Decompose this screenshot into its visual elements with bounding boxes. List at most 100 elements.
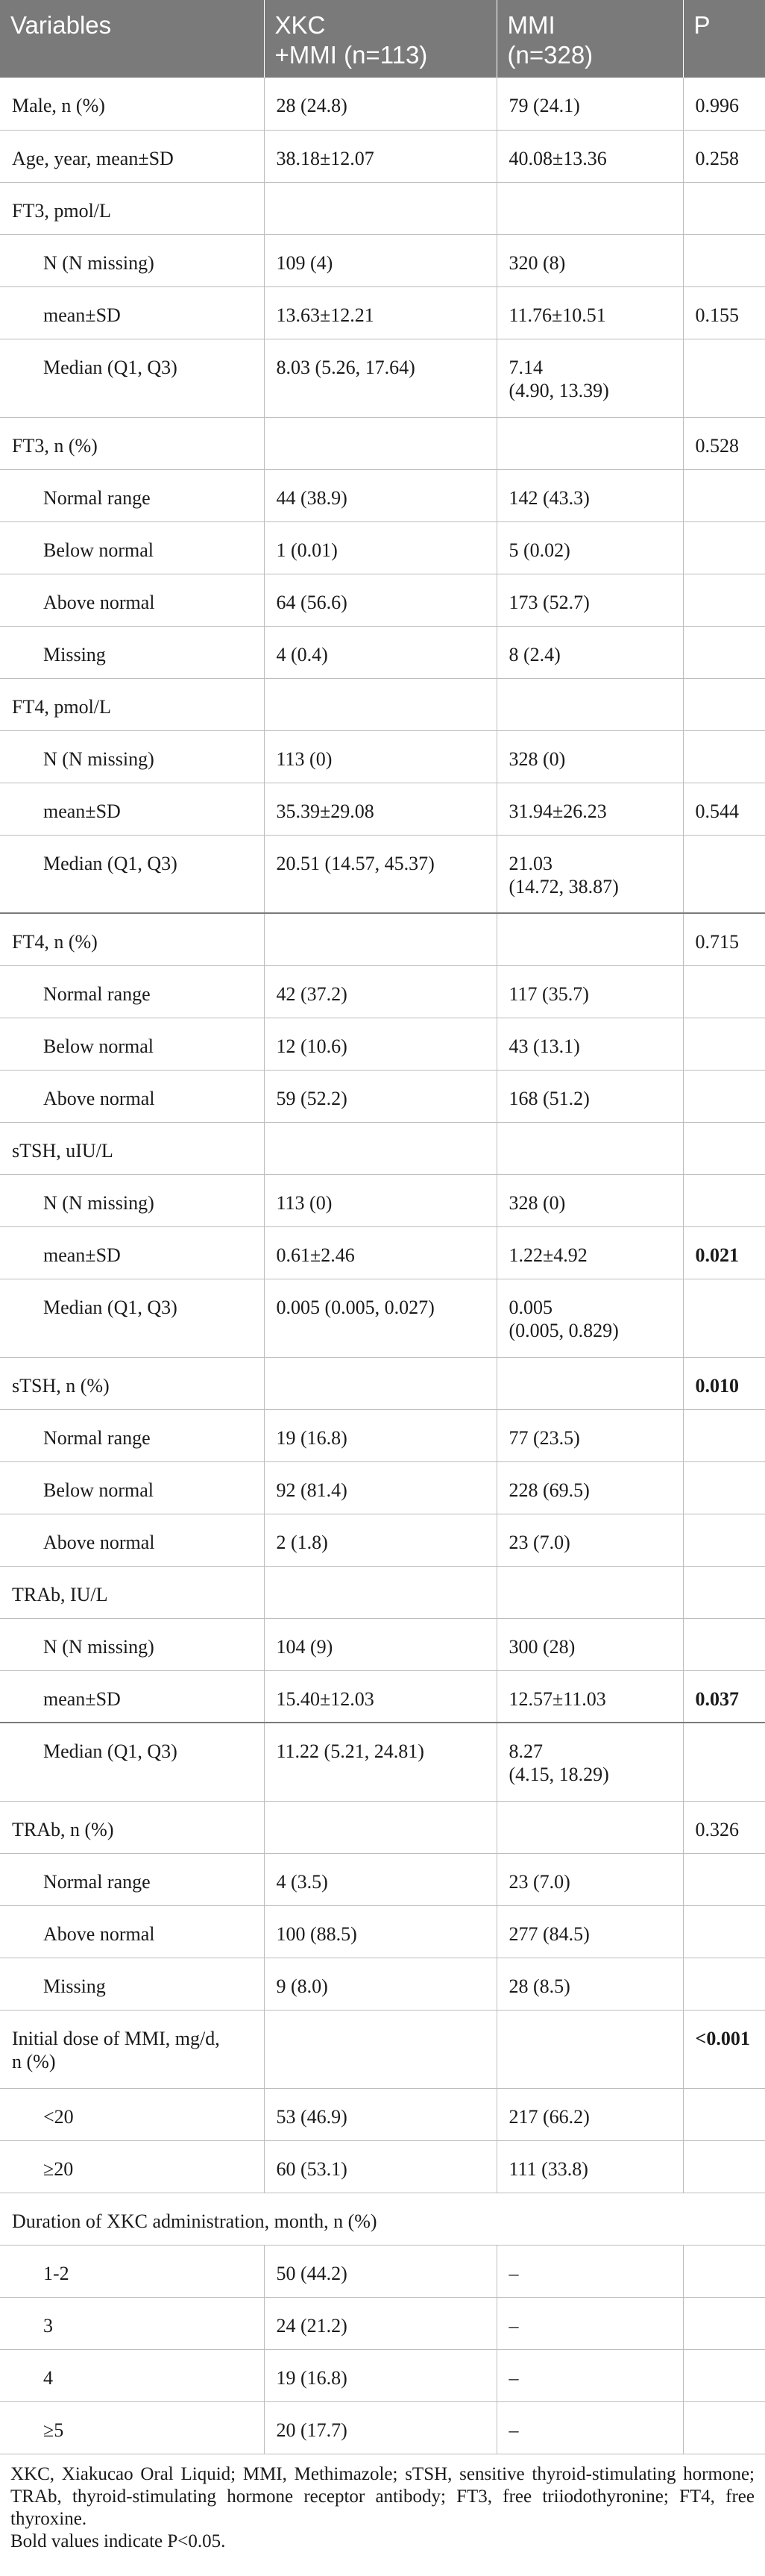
- table-row: Above normal 59 (52.2) 168 (51.2): [0, 1070, 765, 1123]
- abbreviations-note: XKC, Xiakucao Oral Liquid; MMI, Methimaz…: [10, 2463, 755, 2529]
- mmi-cell: 23 (7.0): [497, 1853, 684, 1906]
- p-value-cell: [683, 521, 765, 574]
- p-value-cell: [683, 2088, 765, 2141]
- mmi-cell: 111 (33.8): [497, 2140, 684, 2193]
- variable-cell: TRAb, n (%): [0, 1801, 265, 1854]
- xkc-mmi-cell: 53 (46.9): [264, 2088, 497, 2141]
- mmi-cell: 228 (69.5): [497, 1461, 684, 1514]
- variable-cell: N (N missing): [0, 730, 265, 783]
- p-value-cell: 0.715: [683, 913, 765, 966]
- p-value-cell: [683, 1723, 765, 1802]
- table-row: N (N missing) 109 (4) 320 (8): [0, 234, 765, 287]
- variable-cell: Above normal: [0, 1514, 265, 1567]
- xkc-mmi-cell: 1 (0.01): [264, 521, 497, 574]
- table-row: Above normal 2 (1.8) 23 (7.0): [0, 1514, 765, 1567]
- variable-cell: N (N missing): [0, 1174, 265, 1227]
- p-value-cell: [683, 1618, 765, 1671]
- p-value-cell: [683, 339, 765, 418]
- table-row: mean±SD 13.63±12.21 11.76±10.51 0.155: [0, 286, 765, 339]
- table-row: <20 53 (46.9) 217 (66.2): [0, 2088, 765, 2141]
- xkc-mmi-cell: [264, 1357, 497, 1410]
- table-row: FT4, n (%) 0.715: [0, 913, 765, 966]
- variable-cell: Normal range: [0, 469, 265, 522]
- variable-cell: Male, n (%): [0, 78, 265, 131]
- table-row: Above normal 100 (88.5) 277 (84.5): [0, 1905, 765, 1958]
- p-value-cell: 0.996: [683, 78, 765, 131]
- mmi-cell: 0.005 (0.005, 0.829): [497, 1279, 684, 1358]
- p-value-cell: [683, 234, 765, 287]
- table-row: Duration of XKC administration, month, n…: [0, 2193, 765, 2246]
- variable-cell: Normal range: [0, 1853, 265, 1906]
- table-row: 3 24 (21.2) –: [0, 2297, 765, 2350]
- p-value-cell: [683, 2297, 765, 2350]
- variable-cell: FT3, n (%): [0, 417, 265, 470]
- xkc-mmi-cell: [264, 417, 497, 470]
- p-value-cell: [683, 1174, 765, 1227]
- table-row: mean±SD 15.40±12.03 12.57±11.03 0.037: [0, 1670, 765, 1723]
- mmi-cell: 7.14 (4.90, 13.39): [497, 339, 684, 418]
- table-row: sTSH, n (%) 0.010: [0, 1357, 765, 1410]
- table-row: N (N missing) 113 (0) 328 (0): [0, 730, 765, 783]
- table-row: Initial dose of MMI, mg/d, n (%) <0.001: [0, 2010, 765, 2089]
- mmi-cell: 8.27 (4.15, 18.29): [497, 1723, 684, 1802]
- p-value-cell: [683, 626, 765, 679]
- variable-cell: Normal range: [0, 1409, 265, 1462]
- variable-cell: Above normal: [0, 1905, 265, 1958]
- xkc-mmi-cell: [264, 1122, 497, 1175]
- table-row: Male, n (%) 28 (24.8) 79 (24.1) 0.996: [0, 78, 765, 131]
- mmi-cell: –: [497, 2245, 684, 2298]
- table-row: Age, year, mean±SD 38.18±12.07 40.08±13.36…: [0, 130, 765, 183]
- table-row: mean±SD 35.39±29.08 31.94±26.23 0.544: [0, 783, 765, 836]
- header-xkc-mmi: XKC +MMI (n=113): [264, 0, 497, 78]
- table-row: Below normal 12 (10.6) 43 (13.1): [0, 1018, 765, 1071]
- p-value-cell: 0.326: [683, 1801, 765, 1854]
- variable-cell: sTSH, uIU/L: [0, 1122, 265, 1175]
- xkc-mmi-cell: 0.005 (0.005, 0.027): [264, 1279, 497, 1358]
- table-row: Median (Q1, Q3) 0.005 (0.005, 0.027) 0.005…: [0, 1279, 765, 1358]
- p-value-cell: [683, 1853, 765, 1906]
- mmi-cell: [497, 913, 684, 966]
- table-row: Missing 4 (0.4) 8 (2.4): [0, 626, 765, 679]
- xkc-mmi-cell: 15.40±12.03: [264, 1670, 497, 1723]
- variable-cell: TRAb, IU/L: [0, 1566, 265, 1619]
- p-value-cell: [683, 1018, 765, 1071]
- variable-cell: 3: [0, 2297, 265, 2350]
- variable-cell: Median (Q1, Q3): [0, 1723, 265, 1802]
- variable-cell: ≥5: [0, 2401, 265, 2454]
- p-value-cell: [683, 2401, 765, 2454]
- mmi-cell: 12.57±11.03: [497, 1670, 684, 1723]
- variable-cell: mean±SD: [0, 1670, 265, 1723]
- table-row: sTSH, uIU/L: [0, 1122, 765, 1175]
- table-row: TRAb, n (%) 0.326: [0, 1801, 765, 1854]
- p-value-cell: [683, 1461, 765, 1514]
- mmi-cell: [497, 678, 684, 731]
- table-row: Normal range 42 (37.2) 117 (35.7): [0, 965, 765, 1018]
- p-value-cell: 0.258: [683, 130, 765, 183]
- variable-cell: mean±SD: [0, 1226, 265, 1279]
- p-value-cell: 0.155: [683, 286, 765, 339]
- mmi-cell: 43 (13.1): [497, 1018, 684, 1071]
- mmi-cell: 1.22±4.92: [497, 1226, 684, 1279]
- xkc-mmi-cell: 4 (0.4): [264, 626, 497, 679]
- table-row: 1-2 50 (44.2) –: [0, 2245, 765, 2298]
- variable-cell: Normal range: [0, 965, 265, 1018]
- variable-cell: 4: [0, 2349, 265, 2402]
- header-variables: Variables: [0, 0, 265, 78]
- p-value-cell: [683, 1279, 765, 1358]
- p-value-cell: [683, 1070, 765, 1123]
- p-value-cell: 0.528: [683, 417, 765, 470]
- p-value-cell: 0.544: [683, 783, 765, 836]
- variable-cell: Median (Q1, Q3): [0, 339, 265, 418]
- table-row: Missing 9 (8.0) 28 (8.5): [0, 1958, 765, 2011]
- xkc-mmi-cell: 35.39±29.08: [264, 783, 497, 836]
- xkc-mmi-cell: 50 (44.2): [264, 2245, 497, 2298]
- xkc-mmi-cell: 19 (16.8): [264, 2349, 497, 2402]
- table-row: Normal range 4 (3.5) 23 (7.0): [0, 1853, 765, 1906]
- p-value-cell: [683, 1409, 765, 1462]
- variable-cell: Below normal: [0, 1018, 265, 1071]
- table-row: N (N missing) 113 (0) 328 (0): [0, 1174, 765, 1227]
- p-value-cell: [683, 965, 765, 1018]
- xkc-mmi-cell: 0.61±2.46: [264, 1226, 497, 1279]
- mmi-cell: 328 (0): [497, 1174, 684, 1227]
- mmi-cell: 79 (24.1): [497, 78, 684, 131]
